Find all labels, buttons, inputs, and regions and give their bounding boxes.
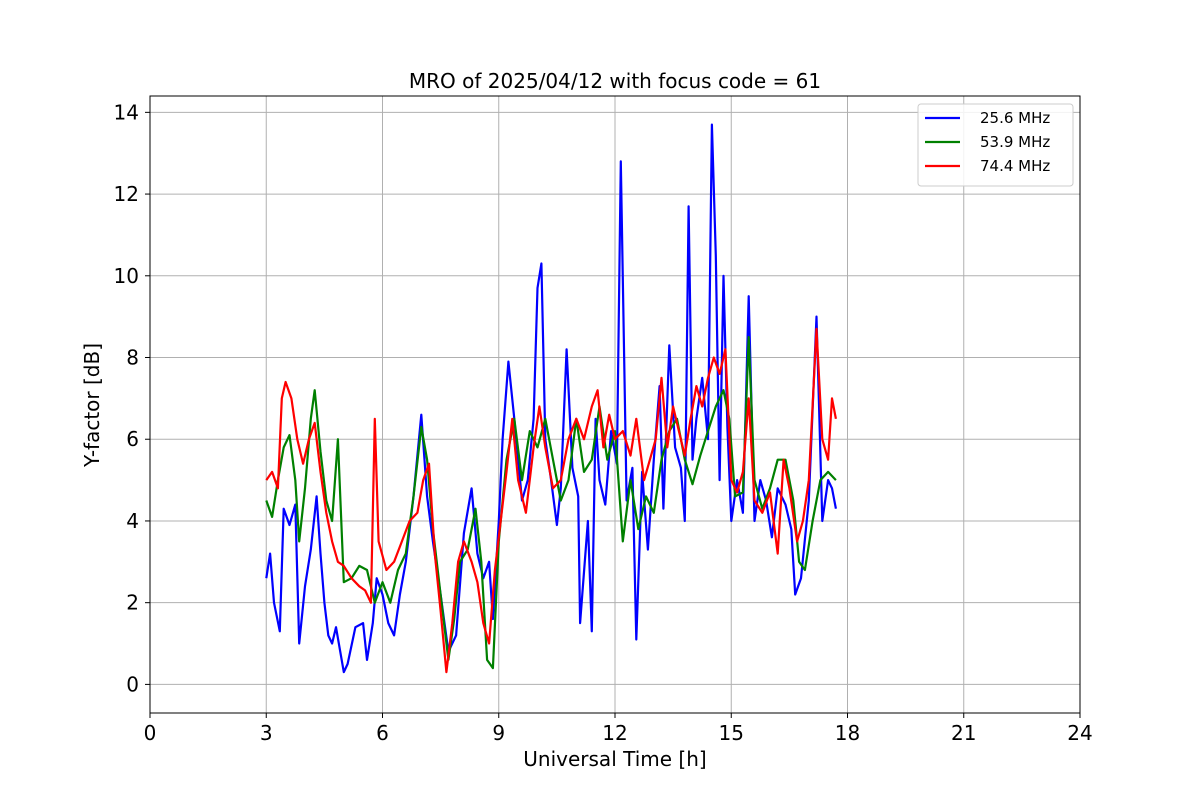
x-tick-label: 21 bbox=[951, 721, 976, 745]
chart-title: MRO of 2025/04/12 with focus code = 61 bbox=[409, 69, 821, 93]
y-tick-label: 2 bbox=[126, 591, 139, 615]
legend-label: 74.4 MHz bbox=[980, 157, 1050, 175]
y-axis-label: Y-factor [dB] bbox=[80, 343, 104, 468]
y-tick-label: 12 bbox=[114, 182, 139, 206]
x-tick-label: 0 bbox=[144, 721, 157, 745]
y-tick-label: 6 bbox=[126, 427, 139, 451]
series-layer bbox=[265, 123, 837, 674]
series-line-2 bbox=[265, 327, 837, 674]
legend-label: 53.9 MHz bbox=[980, 133, 1050, 151]
y-tick-label: 4 bbox=[126, 509, 139, 533]
x-tick-label: 3 bbox=[260, 721, 273, 745]
x-tick-label: 6 bbox=[376, 721, 389, 745]
y-tick-label: 14 bbox=[114, 100, 139, 124]
x-tick-label: 15 bbox=[719, 721, 744, 745]
y-tick-label: 0 bbox=[126, 672, 139, 696]
legend: 25.6 MHz 53.9 MHz 74.4 MHz bbox=[917, 103, 1074, 187]
x-tick-label: 9 bbox=[492, 721, 505, 745]
y-tick-label: 8 bbox=[126, 346, 139, 370]
legend-label: 25.6 MHz bbox=[980, 109, 1050, 127]
x-tick-label: 18 bbox=[835, 721, 860, 745]
x-tick-label: 12 bbox=[602, 721, 627, 745]
x-axis-label: Universal Time [h] bbox=[523, 747, 706, 771]
y-tick-label: 10 bbox=[114, 264, 139, 288]
series-line-0 bbox=[265, 123, 837, 674]
x-tick-label: 24 bbox=[1067, 721, 1092, 745]
